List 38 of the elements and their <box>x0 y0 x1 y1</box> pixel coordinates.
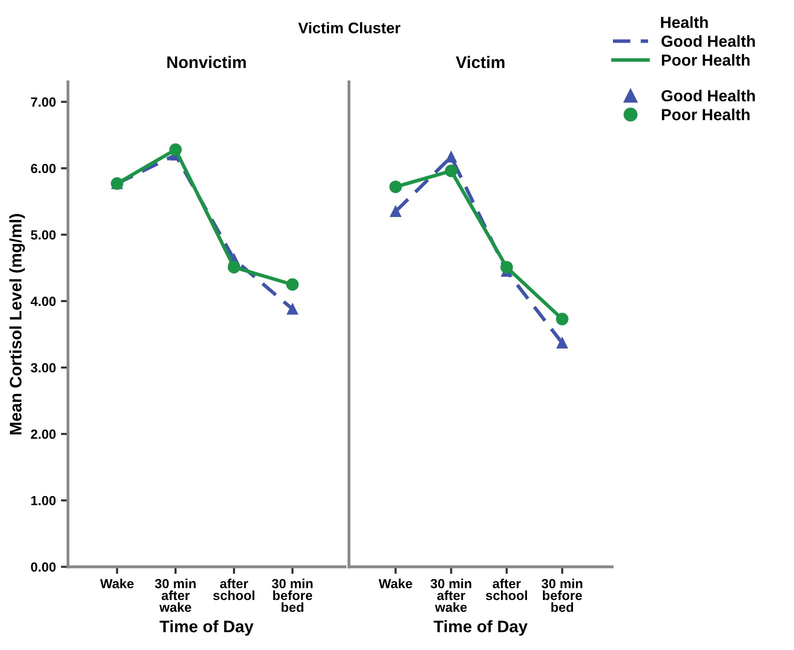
y-tick-label: 4.00 <box>30 296 56 306</box>
x-tick-label: 30 min after wake <box>430 578 472 612</box>
y-tick-label: 2.00 <box>30 430 56 439</box>
y-tick-label: 0.00 <box>31 562 56 572</box>
y-tick-label: 1.00 <box>31 496 56 506</box>
chart-title: Victim <box>456 56 504 68</box>
y-tick-label: 5.00 <box>30 230 56 240</box>
x-axis-title: Time of Day <box>434 620 528 636</box>
legend-title: Health <box>661 16 708 28</box>
x-tick-label: after school <box>213 578 254 600</box>
text: Victim Cluster <box>298 22 400 34</box>
y-tick-label: 6.00 <box>30 164 56 174</box>
x-tick-label: after school <box>486 578 527 600</box>
point <box>286 304 298 315</box>
x-tick-label: 30 min before bed <box>272 578 313 612</box>
legend-label: Poor Health <box>662 108 750 120</box>
legend-label: Good Health <box>662 90 755 102</box>
point <box>446 151 457 163</box>
y-tick-label: 7.00 <box>31 97 56 107</box>
point <box>228 260 240 274</box>
y-tick-label: 3.00 <box>30 363 56 372</box>
legend-label: Good Health <box>662 35 755 47</box>
point <box>556 312 568 326</box>
point <box>444 164 458 178</box>
y-axis-title: Mean Cortisol Level (mg/ml) <box>9 214 25 434</box>
x-axis-title: Time of Day <box>160 620 254 636</box>
legend-label: Poor Health <box>662 54 750 66</box>
x-tick-label: 30 min after wake <box>154 578 196 612</box>
point <box>556 337 568 349</box>
point <box>286 278 299 291</box>
point <box>390 206 402 217</box>
x-tick-label: Wake <box>378 578 412 588</box>
point <box>169 143 182 156</box>
point <box>389 180 402 194</box>
x-tick-label: 30 min before bed <box>542 578 582 612</box>
point <box>500 260 513 274</box>
x-tick-label: Wake <box>100 578 134 588</box>
chart-title: Nonvictim <box>167 56 246 68</box>
